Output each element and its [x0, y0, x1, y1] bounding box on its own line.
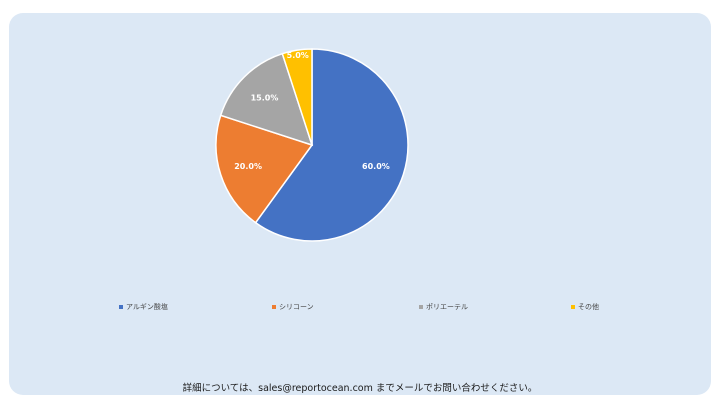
legend-swatch — [272, 305, 276, 309]
legend-item-other: その他 — [571, 302, 599, 312]
slice-data-label: 60.0% — [362, 162, 390, 171]
legend-swatch — [571, 305, 575, 309]
pie-slice — [215, 114, 314, 224]
legend-label: アルギン酸塩 — [126, 303, 168, 311]
legend-swatch — [119, 305, 123, 309]
legend-item-alginate: アルギン酸塩 — [119, 302, 168, 312]
pie-slice — [254, 48, 409, 242]
contact-footer: 詳細については、sales@reportocean.com までメールでお問い合… — [182, 383, 538, 394]
slice-data-label: 15.0% — [251, 93, 279, 102]
legend-swatch — [419, 305, 423, 309]
slice-data-label: 5.0% — [287, 51, 309, 60]
legend-label: シリコーン — [279, 303, 314, 311]
legend-item-silicone: シリコーン — [272, 302, 314, 312]
legend-label: その他 — [578, 303, 599, 311]
slice-data-label: 20.0% — [234, 162, 262, 171]
legend-item-polyether: ポリエーテル — [419, 302, 468, 312]
pie-slice — [281, 48, 313, 146]
legend-label: ポリエーテル — [426, 303, 468, 311]
